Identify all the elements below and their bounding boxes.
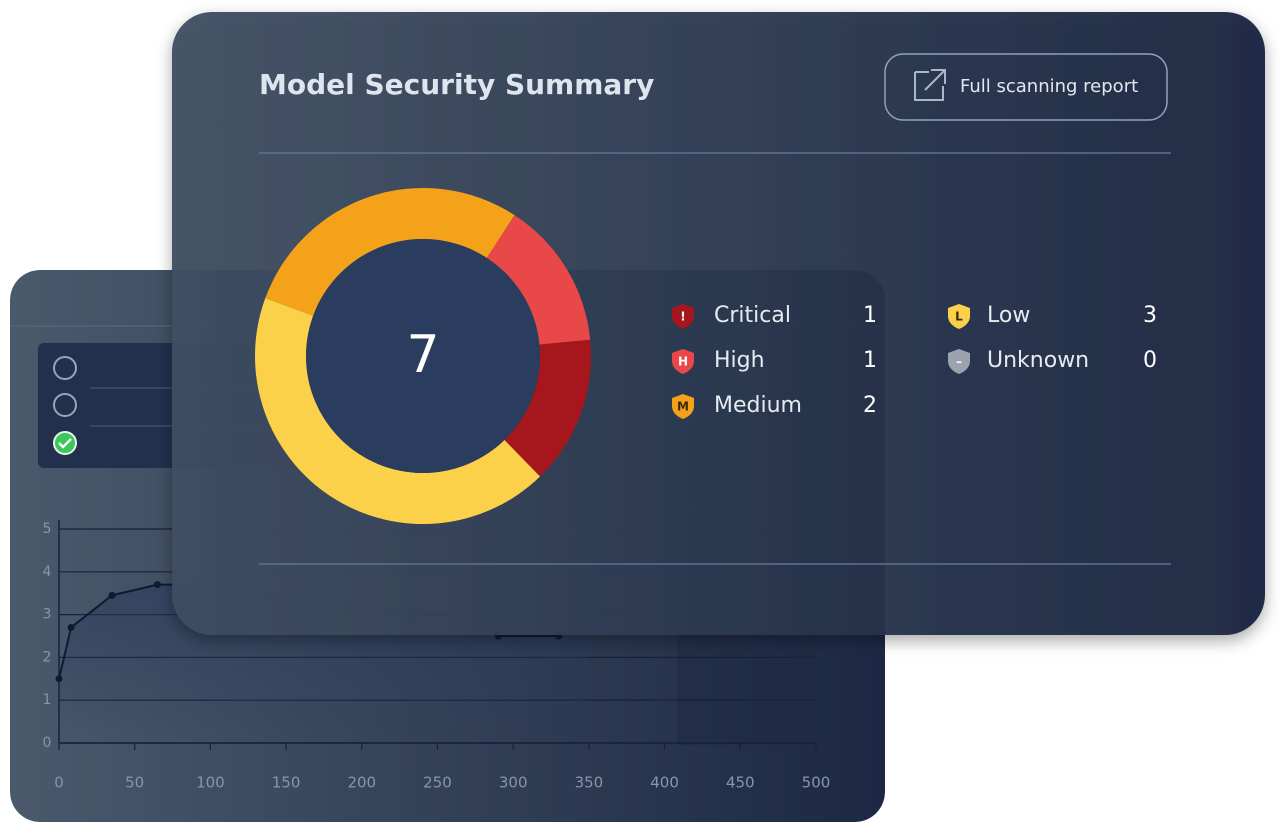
x-tick-label: 400: [650, 774, 679, 792]
severity-badge: [672, 394, 694, 419]
severity-badge: [672, 349, 694, 374]
x-tick-label: 350: [575, 774, 604, 792]
x-tick-label: 300: [499, 774, 528, 792]
y-tick-label: 4: [43, 564, 52, 580]
x-tick-label: 100: [196, 774, 225, 792]
badge-letter: !: [680, 310, 685, 324]
point: [108, 591, 116, 599]
x-tick-label: 450: [726, 774, 755, 792]
external-link-icon: [914, 69, 946, 101]
report-button[interactable]: Full scanning report: [884, 53, 1168, 121]
total-count: 7: [406, 325, 439, 385]
y-tick-label: 2: [43, 649, 52, 665]
severity-count: 0: [1143, 348, 1157, 373]
badge-letter: M: [677, 400, 689, 414]
donut-segment: [255, 298, 541, 524]
donut-segment: [504, 339, 592, 477]
point: [153, 581, 161, 589]
point: [55, 675, 63, 683]
badge-letter: L: [955, 310, 963, 324]
y-tick-label: 3: [43, 607, 52, 623]
severity-count: 3: [1143, 303, 1157, 328]
y-tick-label: 1: [43, 692, 52, 708]
point: [67, 623, 75, 631]
donut-center: [306, 239, 540, 473]
x-tick-label: 250: [423, 774, 452, 792]
severity-count: 2: [863, 393, 877, 418]
x-tick-label: 50: [125, 774, 144, 792]
x-tick-label: 150: [272, 774, 301, 792]
severity-name: Low: [987, 303, 1030, 328]
badge-letter: –: [956, 355, 962, 369]
checkbox-checked: [53, 431, 77, 455]
y-tick-label: 5: [43, 521, 52, 537]
severity-badge: [948, 349, 970, 374]
button-label[interactable]: Full scanning report: [960, 76, 1138, 97]
severity-count: 1: [863, 348, 877, 373]
check-icon: [58, 438, 72, 449]
severity-name: Unknown: [987, 348, 1089, 373]
severity-name: Medium: [714, 393, 802, 418]
hatched-region: [677, 630, 817, 745]
button-border[interactable]: [884, 53, 1168, 121]
severity-name: Critical: [714, 303, 791, 328]
x-tick-label: 500: [802, 774, 831, 792]
severity-badge: [948, 304, 970, 329]
donut-segment: [486, 215, 591, 345]
summary-content: Model Security Summary Full scanning rep…: [255, 53, 1171, 565]
x-tick-label: 200: [347, 774, 376, 792]
badge-letter: H: [678, 355, 688, 369]
severity-badge: [672, 304, 694, 329]
donut-segment: [265, 188, 515, 316]
checkbox: [53, 356, 77, 380]
severity-name: High: [714, 348, 765, 373]
checkbox: [53, 393, 77, 417]
summary-title: Model Security Summary: [259, 68, 654, 101]
y-tick-label: 0: [43, 735, 52, 751]
x-tick-label: 0: [54, 774, 64, 792]
severity-count: 1: [863, 303, 877, 328]
